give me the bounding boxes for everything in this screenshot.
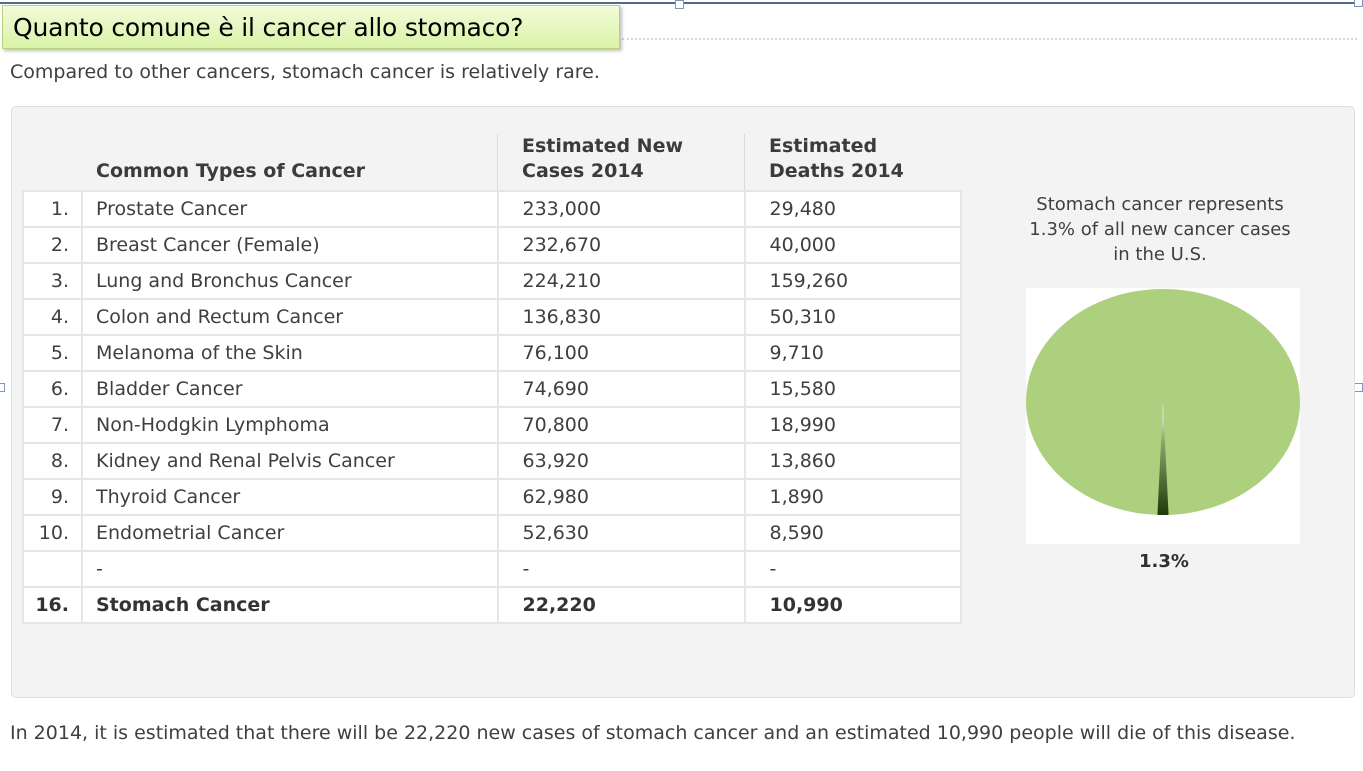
new-cases-cell: 224,210 [496,262,746,300]
rank-cell: 1. [22,190,83,228]
table-row: 10. Endometrial Cancer 52,630 8,590 [22,514,962,552]
new-cases-cell: 22,220 [496,586,746,624]
dotted-divider [622,38,1357,40]
deaths-cell: 18,990 [743,406,962,444]
cancer-name-cell: Lung and Bronchus Cancer [81,262,499,300]
table-row: 1. Prostate Cancer 233,000 29,480 [22,190,962,228]
rank-cell: 6. [22,370,83,408]
cancer-name-cell: Stomach Cancer [81,586,499,624]
table-row: 6. Bladder Cancer 74,690 15,580 [22,370,962,408]
intro-text: Compared to other cancers, stomach cance… [10,61,600,83]
deaths-cell: 10,990 [743,586,962,624]
table-row: 8. Kidney and Renal Pelvis Cancer 63,920… [22,442,962,480]
pie-caption-line3: in the U.S. [1113,244,1207,265]
table-row: 9. Thyroid Cancer 62,980 1,890 [22,478,962,516]
rank-cell [22,550,83,588]
deaths-cell: 15,580 [743,370,962,408]
rank-header [23,134,82,191]
rank-cell: 7. [22,406,83,444]
cancer-name-cell: Melanoma of the Skin [81,334,499,372]
new-cases-cell: 63,920 [496,442,746,480]
table-row: - - - [22,550,962,588]
deaths-cell: 159,260 [743,262,962,300]
new-cases-cell: 233,000 [496,190,746,228]
pie-caption-line2: 1.3% of all new cancer cases [1029,219,1291,240]
cancer-name-cell: Prostate Cancer [81,190,499,228]
new-cases-cell: 52,630 [496,514,746,552]
cancer-table-container: Common Types of Cancer Estimated New Cas… [22,134,962,624]
deaths-cell: 1,890 [743,478,962,516]
cancer-name-cell: Non-Hodgkin Lymphoma [81,406,499,444]
deaths-cell: 13,860 [743,442,962,480]
deaths-header-line1: Estimated [769,135,878,157]
rank-cell: 16. [22,586,83,624]
deaths-cell: 8,590 [743,514,962,552]
summary-text: In 2014, it is estimated that there will… [10,722,1296,744]
table-row: 3. Lung and Bronchus Cancer 224,210 159,… [22,262,962,300]
cancer-name-cell: Breast Cancer (Female) [81,226,499,264]
table-header-row: Common Types of Cancer Estimated New Cas… [23,134,961,191]
rank-cell: 10. [22,514,83,552]
table-row-stomach: 16. Stomach Cancer 22,220 10,990 [22,586,962,624]
rank-cell: 2. [22,226,83,264]
resize-handle-top-right[interactable] [1354,0,1363,7]
deaths-cell: - [743,550,962,588]
new-cases-cell: 74,690 [496,370,746,408]
deaths-cell: 29,480 [743,190,962,228]
deaths-header: Estimated Deaths 2014 [744,134,961,191]
pie-chart [1026,289,1300,516]
resize-handle-top[interactable] [675,0,684,9]
pie-caption-line1: Stomach cancer represents [1036,194,1284,215]
cancer-name-cell: Thyroid Cancer [81,478,499,516]
cancer-name-cell: Kidney and Renal Pelvis Cancer [81,442,499,480]
new-cases-header-line2: Cases 2014 [522,160,644,182]
new-cases-header: Estimated New Cases 2014 [497,134,745,191]
table-row: 2. Breast Cancer (Female) 232,670 40,000 [22,226,962,264]
resize-handle-left[interactable] [0,383,5,392]
rank-cell: 9. [22,478,83,516]
cancer-name-cell: - [81,550,499,588]
new-cases-cell: - [496,550,746,588]
deaths-cell: 9,710 [743,334,962,372]
cancer-name-cell: Bladder Cancer [81,370,499,408]
new-cases-cell: 70,800 [496,406,746,444]
table-row: 5. Melanoma of the Skin 76,100 9,710 [22,334,962,372]
pie-percent-label: 1.3% [1139,551,1189,572]
new-cases-header-line1: Estimated New [522,135,684,157]
deaths-cell: 50,310 [743,298,962,336]
table-row: 7. Non-Hodgkin Lymphoma 70,800 18,990 [22,406,962,444]
deaths-header-line2: Deaths 2014 [769,160,904,182]
pie-caption: Stomach cancer represents 1.3% of all ne… [1000,192,1320,267]
new-cases-cell: 76,100 [496,334,746,372]
deaths-cell: 40,000 [743,226,962,264]
new-cases-cell: 136,830 [496,298,746,336]
cancer-type-header: Common Types of Cancer [96,160,366,182]
resize-handle-right[interactable] [1354,383,1363,392]
table-body: 1. Prostate Cancer 233,000 29,480 2. Bre… [22,190,962,624]
rank-cell: 5. [22,334,83,372]
slide-title: Quanto comune è il cancer allo stomaco? [13,13,524,42]
cancer-name-cell: Colon and Rectum Cancer [81,298,499,336]
rank-cell: 8. [22,442,83,480]
cancer-name-cell: Endometrial Cancer [81,514,499,552]
rank-cell: 3. [22,262,83,300]
pie-chart-box [1026,288,1300,544]
table-row: 4. Colon and Rectum Cancer 136,830 50,31… [22,298,962,336]
pie-slice-stomach [1157,402,1169,516]
cancer-table: Common Types of Cancer Estimated New Cas… [22,134,962,624]
title-box[interactable]: Quanto comune è il cancer allo stomaco? [2,5,620,49]
new-cases-cell: 232,670 [496,226,746,264]
new-cases-cell: 62,980 [496,478,746,516]
rank-cell: 4. [22,298,83,336]
